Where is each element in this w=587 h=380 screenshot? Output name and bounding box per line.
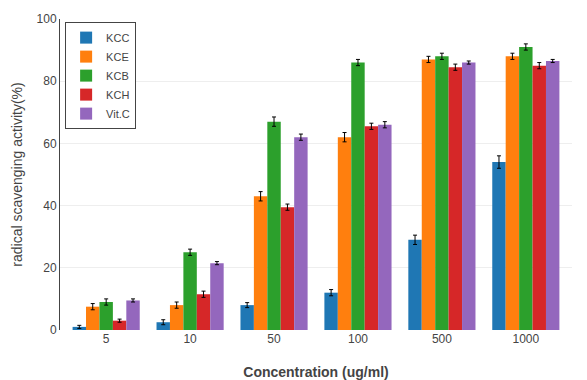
svg-text:80: 80 xyxy=(43,74,57,88)
svg-text:500: 500 xyxy=(432,332,452,346)
svg-text:Vit.C: Vit.C xyxy=(106,108,130,120)
svg-text:100: 100 xyxy=(37,12,57,26)
svg-text:60: 60 xyxy=(43,137,57,151)
svg-text:Concentration (ug/ml): Concentration (ug/ml) xyxy=(243,364,388,380)
svg-text:40: 40 xyxy=(43,199,57,213)
svg-text:KCH: KCH xyxy=(106,89,129,101)
svg-text:KCE: KCE xyxy=(106,51,129,63)
svg-text:20: 20 xyxy=(43,261,57,275)
svg-text:KCB: KCB xyxy=(106,70,129,82)
svg-text:100: 100 xyxy=(348,332,368,346)
svg-text:50: 50 xyxy=(267,332,281,346)
svg-text:5: 5 xyxy=(103,332,110,346)
svg-text:KCC: KCC xyxy=(106,32,129,44)
svg-text:1000: 1000 xyxy=(512,332,539,346)
svg-text:10: 10 xyxy=(183,332,197,346)
svg-text:radical scavenging activity(%): radical scavenging activity(%) xyxy=(9,82,25,266)
svg-text:0: 0 xyxy=(50,323,57,337)
